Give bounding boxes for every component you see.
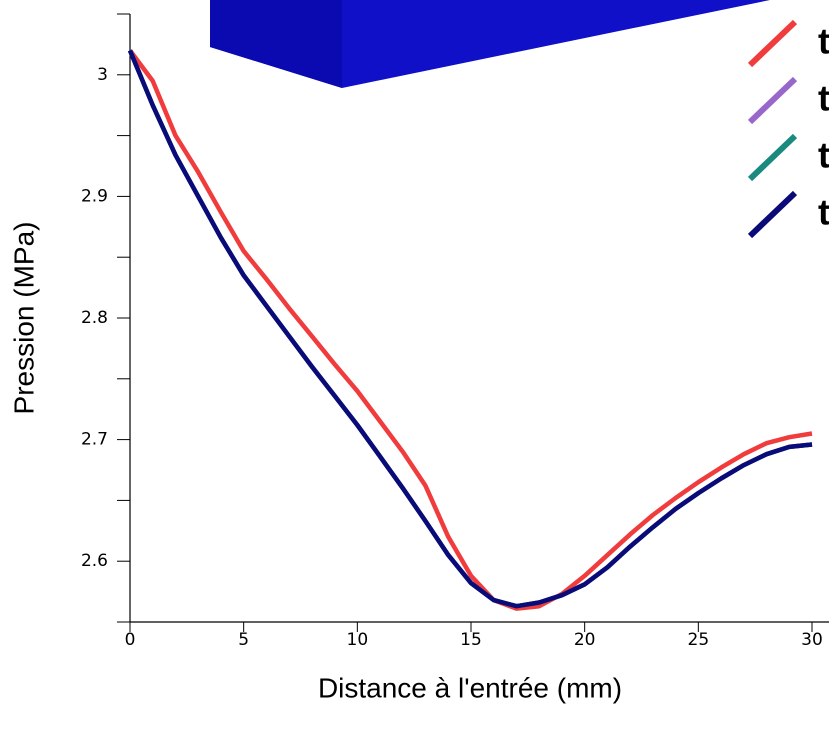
y-tick-label: 2.8 (81, 308, 108, 328)
y-tick-label: 2.7 (81, 430, 108, 450)
legend-label: t (818, 78, 829, 119)
series-line (127, 49, 813, 609)
series-line (127, 49, 813, 609)
legend-swatch (747, 76, 798, 125)
x-tick-label: 30 (801, 630, 823, 650)
x-tick-label: 25 (688, 630, 710, 650)
legend-swatch (747, 133, 798, 182)
legend-label: t (818, 21, 829, 62)
x-tick-label: 20 (574, 630, 596, 650)
y-axis-title: Pression (MPa) (8, 222, 39, 415)
x-axis-title: Distance à l'entrée (mm) (318, 672, 622, 703)
y-tick-label: 3 (97, 65, 108, 85)
background-shape (210, 0, 770, 88)
x-tick-label: 0 (125, 630, 136, 650)
y-tick-label: 2.6 (81, 551, 108, 571)
x-tick-label: 10 (347, 630, 369, 650)
legend-label: t (818, 192, 829, 233)
legend-label: t (818, 135, 829, 176)
background-shape-side (210, 0, 342, 88)
series-line (128, 49, 813, 611)
series-line (127, 49, 813, 609)
x-tick-label: 15 (460, 630, 482, 650)
y-tick-label: 2.9 (81, 186, 108, 206)
legend-swatch (747, 19, 798, 68)
legend-swatch (747, 190, 798, 239)
x-tick-label: 5 (238, 630, 249, 650)
